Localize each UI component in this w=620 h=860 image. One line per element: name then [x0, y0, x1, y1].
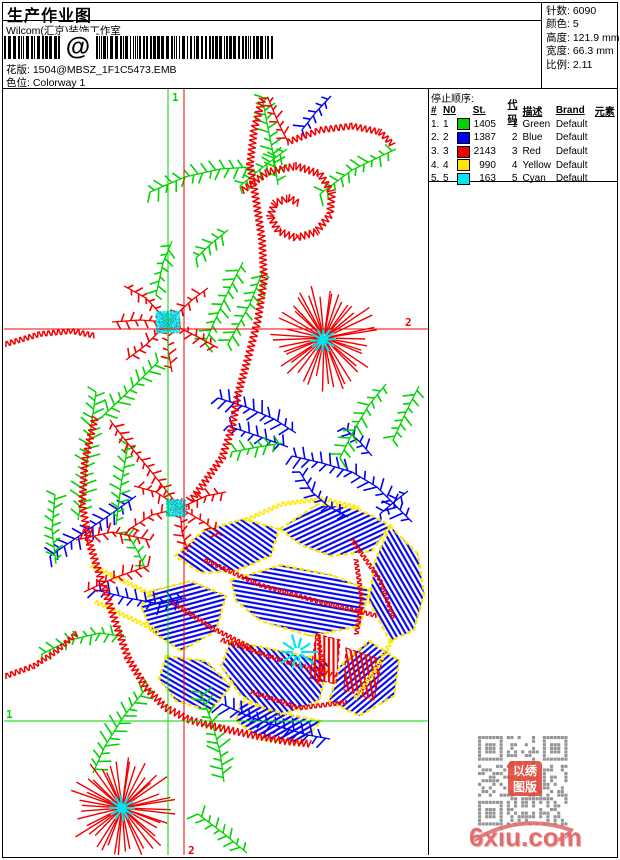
- col-header-st: St.: [472, 105, 486, 117]
- stop-sequence-header-row: # N0 St. 代码 描述 Brand 元素: [431, 100, 617, 126]
- stamp-line-2: 图版: [512, 780, 537, 794]
- thread-color-swatch: [456, 172, 470, 185]
- cell-stitches: 2143: [473, 146, 496, 158]
- cell-description: Blue: [522, 132, 543, 144]
- cell-stitches: 1405: [473, 118, 496, 130]
- cell-code: 1: [511, 118, 518, 130]
- cell-brand: Default: [555, 159, 588, 171]
- cell-brand: Default: [555, 146, 588, 158]
- cell-needle: 1: [443, 118, 449, 130]
- cell-index: 5.: [431, 173, 440, 185]
- qr-center-stamp: 以绣 图版: [508, 761, 542, 796]
- col-header-brand: Brand: [555, 105, 585, 117]
- cell-description: Red: [522, 146, 541, 158]
- cell-code: 4: [511, 159, 518, 171]
- col-header-elem: 元素: [594, 107, 615, 119]
- stop-sequence-row: 2. 2 1387 2 Blue Default: [431, 131, 617, 145]
- cell-swatch: [456, 159, 473, 172]
- cell-brand: Default: [555, 132, 588, 144]
- barcode-bars: [4, 36, 273, 59]
- cell-code: 3: [511, 146, 518, 158]
- color-table-bottom-border: [428, 181, 617, 182]
- info-row: 高度: 121.9 mm: [546, 31, 620, 44]
- colorway-row: 色位: Colorway 1: [6, 77, 86, 89]
- thread-color-swatch: [456, 159, 470, 172]
- cell-brand: Default: [555, 118, 588, 130]
- stop-sequence-row: 5. 5 163 5 Cyan Default: [431, 172, 617, 186]
- cell-swatch: [456, 172, 473, 185]
- pattern-file-row: 花版: 1504@MBSZ_1F1C5473.EMB: [6, 64, 177, 76]
- barcode: @: [4, 32, 274, 62]
- cell-index: 3.: [431, 146, 440, 158]
- stop-sequence-rows: 1. 1 1405 1 Green Default 2. 2 1387 2 Blue Default 3…: [431, 118, 617, 186]
- stamp-line-1: 以绣: [512, 764, 537, 778]
- cell-swatch: [456, 118, 473, 131]
- col-header-code: 代码: [507, 99, 518, 126]
- info-row: 针数: 6090: [546, 5, 597, 17]
- info-row: 颜色: 5: [546, 18, 579, 31]
- cell-stitches: 163: [479, 173, 496, 185]
- cell-needle: 3: [443, 146, 449, 158]
- design-area-right-border: [428, 88, 429, 855]
- watermark: 6xiu.com: [463, 806, 582, 856]
- cell-description: Green: [522, 118, 551, 130]
- col-header-n: N0: [443, 105, 456, 117]
- header-divider: [2, 88, 617, 89]
- cell-needle: 2: [443, 132, 449, 144]
- info-row: 宽度: 66.3 mm: [546, 45, 614, 58]
- infobox-divider: [541, 2, 542, 88]
- cell-code: 2: [511, 132, 518, 144]
- cell-swatch: [456, 131, 473, 144]
- cell-index: 2.: [431, 132, 440, 144]
- thread-color-swatch: [456, 145, 470, 158]
- cell-code: 5: [511, 173, 518, 185]
- cell-stitches: 990: [479, 159, 496, 171]
- cell-stitches: 1387: [473, 132, 496, 144]
- stop-sequence-table: 停止顺序: # N0 St. 代码 描述 Brand 元素 1. 1 1405 1 Gr…: [431, 90, 617, 186]
- cell-swatch: [456, 145, 473, 158]
- cell-index: 1.: [431, 118, 440, 130]
- design-info-box: 针数: 6090 颜色: 5 高度: 121.9 mm 宽度: 66.3 mm 比例: …: [546, 5, 620, 72]
- cell-brand: Default: [555, 173, 588, 185]
- title-underline: [2, 20, 542, 21]
- cell-description: Yellow: [522, 159, 551, 171]
- thread-color-swatch: [456, 131, 470, 144]
- cell-index: 4.: [431, 159, 440, 171]
- watermark-text: 6xiu.com: [469, 822, 582, 852]
- col-header-idx: #: [431, 105, 437, 117]
- col-header-desc: 描述: [522, 107, 543, 119]
- cell-needle: 4: [443, 159, 449, 171]
- stop-sequence-row: 3. 3 2143 3 Red Default: [431, 145, 617, 159]
- stop-sequence-title: 停止顺序:: [431, 94, 474, 105]
- stop-sequence-row: 1. 1 1405 1 Green Default: [431, 118, 617, 132]
- watermark-swoosh: [469, 821, 574, 844]
- info-row: 比例: 2.11: [546, 58, 593, 71]
- thread-color-swatch: [456, 118, 470, 131]
- stop-sequence-row: 4. 4 990 4 Yellow Default: [431, 158, 617, 172]
- cell-description: Cyan: [522, 173, 546, 185]
- barcode-at-overlay: @: [60, 32, 96, 62]
- cell-needle: 5: [443, 173, 449, 185]
